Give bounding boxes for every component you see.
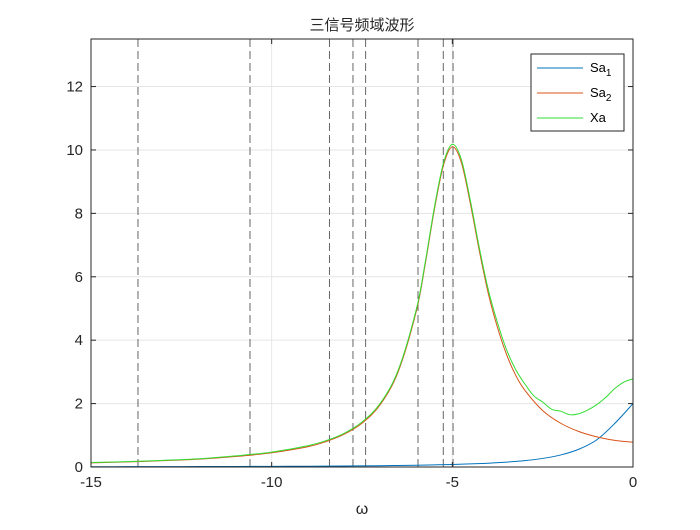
y-tick-label: 4: [75, 332, 83, 349]
y-tick-label: 8: [75, 205, 83, 222]
y-tick-label: 6: [75, 269, 83, 286]
legend: Sa1 Sa2 Xa: [530, 53, 625, 132]
x-tick-label: 0: [629, 474, 637, 491]
x-tick-label: -10: [261, 474, 283, 491]
chart-title: 三信号频域波形: [309, 16, 414, 34]
y-tick-label: 12: [66, 79, 83, 96]
x-tick-label: -15: [80, 474, 102, 491]
legend-entry-sa2: Sa2: [537, 85, 612, 104]
x-tick-label: -5: [446, 474, 459, 491]
x-axis-label: ω: [356, 501, 369, 518]
y-tick-label: 0: [75, 459, 83, 476]
y-tick-label: 2: [75, 396, 83, 413]
tick-layer: -15 -10 -5 0 0 2 4 6 8 10 12: [66, 39, 637, 491]
legend-entry-xa: Xa: [537, 110, 607, 125]
series-sa2-line: [90, 146, 634, 464]
legend-label: Xa: [590, 110, 607, 125]
legend-label: Sa2: [590, 85, 612, 104]
series-xa-line: [90, 143, 634, 464]
y-tick-label: 10: [66, 142, 83, 159]
legend-entry-sa1: Sa1: [537, 60, 612, 79]
legend-label: Sa1: [590, 60, 612, 79]
plot-frame: [90, 38, 634, 468]
